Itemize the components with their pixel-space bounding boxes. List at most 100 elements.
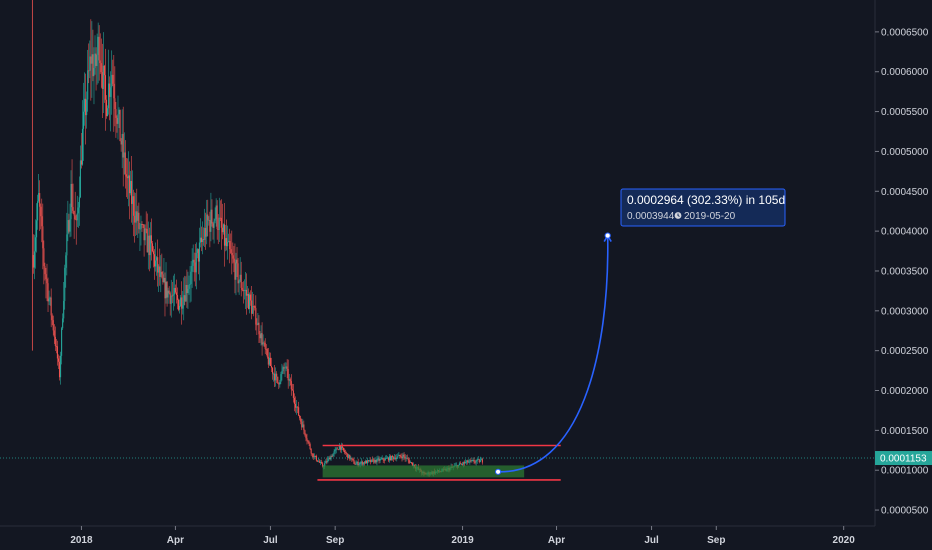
candle-body: [347, 453, 349, 458]
candle-body: [32, 255, 34, 268]
candle-body: [124, 152, 126, 175]
candle-body: [405, 457, 407, 459]
candle-body: [34, 237, 37, 252]
candle-body: [309, 444, 311, 450]
candle-body: [394, 457, 396, 459]
candle-body: [153, 254, 156, 267]
candle-body: [208, 220, 210, 221]
time-tick-label: Apr: [548, 535, 565, 546]
candle-body: [122, 133, 124, 158]
candle-body: [364, 460, 367, 464]
candle-body: [257, 322, 259, 325]
candle-body: [268, 357, 270, 365]
projection-annotation[interactable]: 0.0002964 (302.33%) in 105d 0.0003944 20…: [620, 188, 786, 227]
candle-body: [458, 463, 460, 465]
candle-body: [318, 461, 321, 463]
candle-body: [326, 461, 328, 462]
candle-body: [271, 367, 274, 374]
candle-body: [219, 217, 221, 219]
candle-body: [469, 460, 471, 462]
candle-body: [373, 459, 375, 463]
candle-body: [89, 56, 91, 71]
candle-body: [372, 459, 374, 461]
candle-body: [120, 141, 122, 145]
candle-body: [90, 56, 92, 64]
projection-label-date: 2019-05-20: [684, 211, 736, 222]
candle-body: [256, 324, 258, 326]
candle-body: [244, 289, 246, 291]
overlays-group: [0, 232, 875, 481]
candle-body: [70, 183, 72, 220]
candle-body: [128, 175, 131, 194]
candle-body: [60, 355, 62, 378]
candle-body: [281, 371, 283, 375]
candle-body: [101, 72, 103, 89]
candle-body: [366, 460, 369, 464]
candle-body: [337, 449, 339, 451]
candle-body: [215, 205, 217, 219]
candle-body: [162, 274, 164, 282]
candle-body: [209, 220, 211, 232]
candle-body: [403, 454, 405, 457]
candle-body: [476, 459, 478, 461]
candles-group: [31, 0, 483, 477]
candle-body: [340, 446, 342, 450]
candle-body: [329, 457, 331, 460]
candle-body: [141, 224, 143, 225]
price-tick-label: 0.0002000: [881, 386, 929, 397]
candle-body: [380, 458, 382, 460]
candle-body: [375, 459, 377, 463]
candle-body: [211, 209, 213, 224]
candle-body: [67, 220, 69, 235]
candle-body: [278, 382, 280, 385]
price-tick-label: 0.0004500: [881, 187, 929, 198]
support-zone: [322, 465, 525, 478]
time-tick-label: Apr: [167, 535, 184, 546]
candle-body: [151, 243, 153, 252]
candle-body: [472, 460, 474, 461]
candle-body: [52, 320, 54, 331]
candle-body: [216, 205, 218, 230]
candle-body: [301, 421, 303, 428]
candle-body: [234, 262, 236, 280]
candle-body: [174, 287, 176, 293]
candle-body: [382, 457, 384, 460]
candle-body: [283, 367, 285, 369]
candle-body: [300, 418, 302, 422]
candle-body: [339, 445, 341, 450]
price-tick-label: 0.0004000: [881, 227, 929, 238]
candle-body: [277, 376, 279, 383]
candle-body: [182, 305, 184, 309]
candle-body: [332, 453, 334, 457]
candle-body: [46, 279, 48, 284]
candle-body: [480, 459, 482, 461]
candle-body: [106, 108, 109, 117]
candle-body: [395, 457, 397, 460]
candle-body: [195, 252, 197, 273]
candle-body: [100, 63, 102, 73]
candle-body: [97, 36, 99, 55]
time-axis[interactable]: 2018 Apr Jul Sep 2019 Apr Jul Sep 2020: [0, 525, 875, 546]
candle-body: [71, 183, 73, 208]
candle-body: [266, 349, 268, 357]
candle-body: [399, 454, 401, 457]
candle-body: [159, 266, 161, 277]
candle-body: [45, 274, 47, 280]
candle-body: [137, 212, 139, 221]
candle-body: [327, 459, 329, 462]
candle-body: [158, 266, 160, 273]
candle-body: [183, 295, 185, 306]
candle-body: [230, 249, 232, 253]
candle-body: [250, 294, 252, 301]
candle-body: [381, 457, 383, 459]
candle-body: [236, 259, 238, 264]
price-axis[interactable]: 0.0006500 0.0006000 0.0005500 0.0005000 0.00…: [874, 0, 932, 526]
candle-body: [370, 460, 372, 462]
candle-body: [353, 460, 355, 464]
candle-body: [38, 193, 40, 202]
candle-body: [226, 238, 228, 247]
candle-body: [180, 297, 182, 306]
candle-body: [109, 83, 111, 97]
candle-body: [85, 98, 87, 116]
